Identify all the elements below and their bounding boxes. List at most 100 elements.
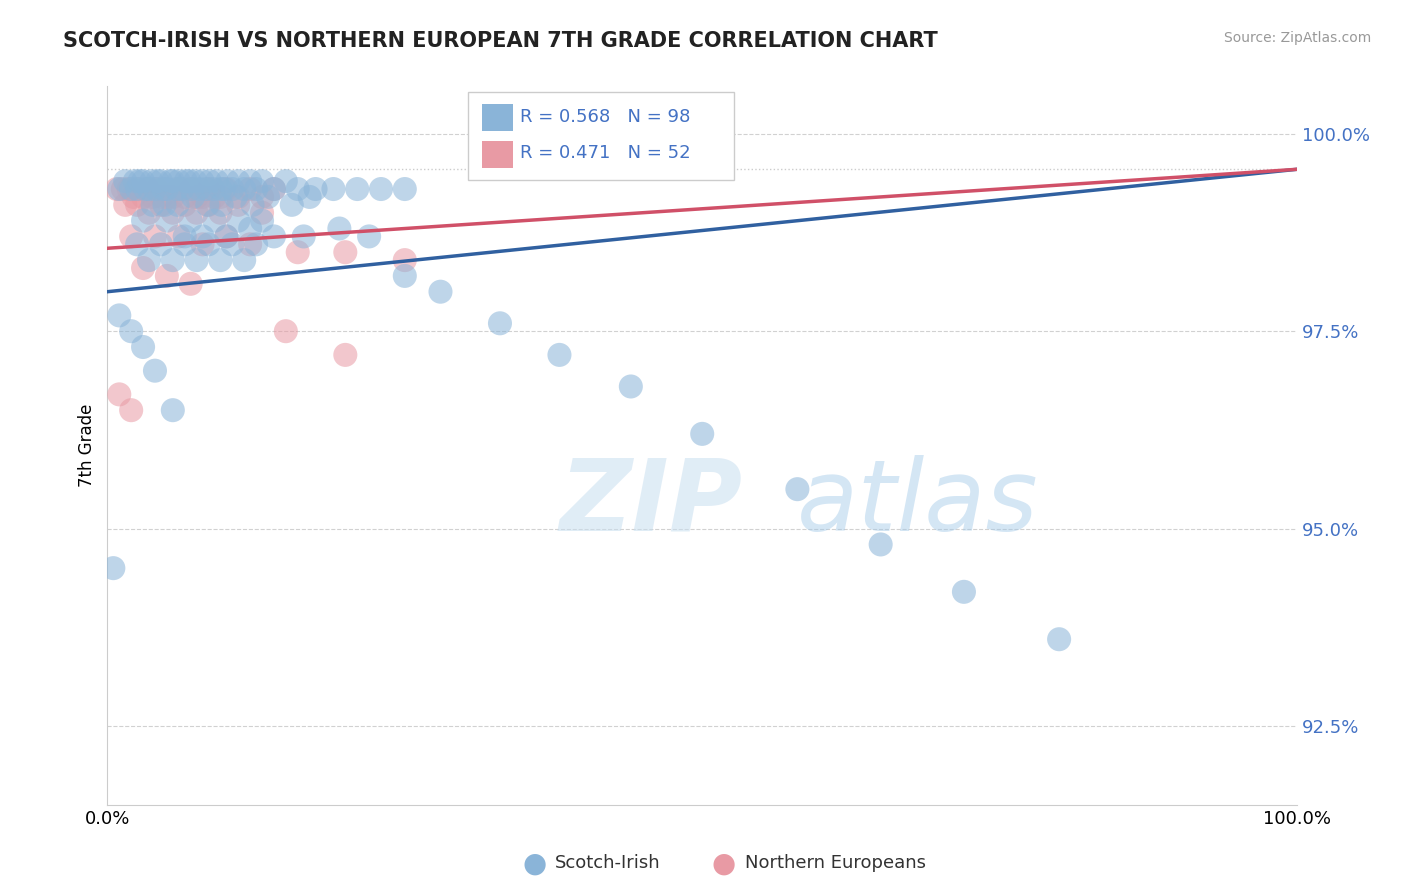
Point [142, 190, 165, 204]
Point [394, 268, 416, 283]
Point [1047, 632, 1070, 647]
Point [134, 182, 156, 196]
Point [191, 190, 214, 204]
Point [197, 198, 219, 212]
Point [141, 174, 163, 188]
Text: R = 0.568   N = 98: R = 0.568 N = 98 [520, 108, 690, 126]
Point [132, 190, 155, 204]
Point [195, 182, 218, 196]
Point [690, 426, 713, 441]
Point [212, 182, 235, 196]
Point [132, 174, 155, 188]
Point [153, 198, 176, 212]
Point [204, 190, 226, 204]
Point [239, 237, 262, 252]
Point [162, 253, 184, 268]
Point [335, 348, 357, 362]
Point [138, 182, 160, 196]
Point [180, 213, 202, 227]
Point [156, 213, 179, 227]
Point [108, 309, 131, 323]
Point [165, 182, 187, 196]
Point [221, 237, 243, 252]
Point [274, 324, 297, 338]
Point [167, 229, 190, 244]
Text: SCOTCH-IRISH VS NORTHERN EUROPEAN 7TH GRADE CORRELATION CHART: SCOTCH-IRISH VS NORTHERN EUROPEAN 7TH GR… [63, 31, 938, 51]
Point [191, 237, 214, 252]
Point [226, 213, 249, 227]
Point [167, 174, 190, 188]
Text: ●: ● [711, 849, 737, 878]
Point [370, 182, 392, 196]
Point [209, 190, 232, 204]
Point [322, 182, 344, 196]
Point [138, 205, 160, 219]
Point [257, 190, 280, 204]
Point [242, 198, 264, 212]
Point [215, 229, 238, 244]
Point [226, 190, 249, 204]
Point [105, 182, 128, 196]
Point [250, 174, 273, 188]
Text: Source: ZipAtlas.com: Source: ZipAtlas.com [1223, 31, 1371, 45]
Point [953, 584, 976, 599]
Point [127, 182, 149, 196]
Point [186, 205, 208, 219]
Point [250, 190, 273, 204]
Point [146, 182, 169, 196]
Point [263, 182, 285, 196]
Point [620, 379, 643, 393]
Point [180, 182, 202, 196]
Point [128, 174, 150, 188]
Point [103, 561, 125, 575]
Point [869, 537, 891, 551]
Point [217, 174, 239, 188]
Point [239, 182, 262, 196]
Point [167, 182, 190, 196]
Point [211, 198, 233, 212]
Point [209, 253, 232, 268]
Point [120, 403, 142, 417]
Point [786, 482, 808, 496]
Point [120, 324, 142, 338]
Point [197, 182, 219, 196]
Point [239, 221, 262, 235]
Point [142, 198, 165, 212]
Point [359, 229, 381, 244]
Point [172, 182, 194, 196]
Point [335, 245, 357, 260]
Point [250, 213, 273, 227]
Point [215, 182, 238, 196]
Point [209, 205, 232, 219]
Point [118, 182, 141, 196]
Point [127, 237, 149, 252]
Point [181, 190, 204, 204]
Point [114, 198, 136, 212]
Point [548, 348, 571, 362]
Point [152, 182, 174, 196]
Point [489, 316, 512, 330]
Point [162, 403, 184, 417]
Point [156, 190, 179, 204]
Point [173, 229, 195, 244]
Point [143, 229, 166, 244]
Point [184, 174, 207, 188]
Point [191, 229, 214, 244]
Point [166, 198, 188, 212]
Point [198, 174, 221, 188]
Point [173, 190, 195, 204]
Point [186, 190, 208, 204]
Point [209, 182, 232, 196]
Point [108, 182, 131, 196]
Point [245, 237, 267, 252]
Point [162, 174, 184, 188]
Text: atlas: atlas [797, 455, 1039, 552]
Point [195, 198, 218, 212]
Point [143, 364, 166, 378]
Point [202, 182, 225, 196]
Point [111, 182, 134, 196]
Point [127, 198, 149, 212]
Text: ●: ● [522, 849, 547, 878]
Text: ZIP: ZIP [560, 455, 742, 552]
Point [298, 190, 321, 204]
